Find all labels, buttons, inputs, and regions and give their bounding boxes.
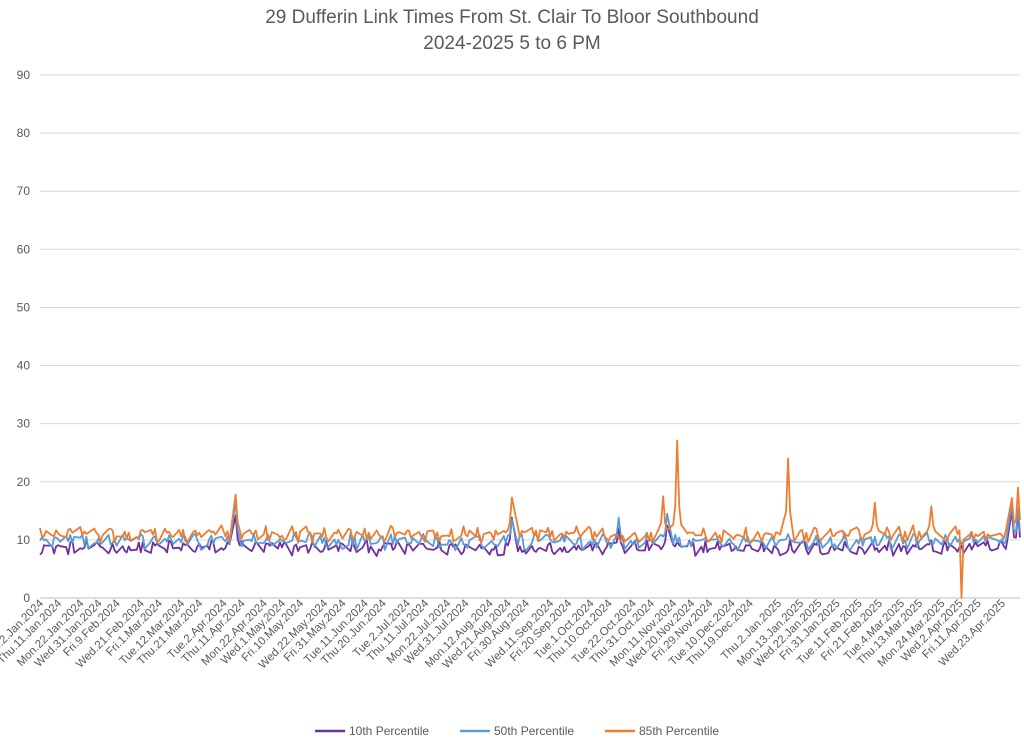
legend-label: 10th Percentile — [349, 724, 429, 738]
legend-label: 50th Percentile — [494, 724, 574, 738]
legend: 10th Percentile 50th Percentile 85th Perce… — [315, 724, 719, 738]
series-line — [39, 439, 1021, 599]
y-tick-label: 40 — [17, 359, 31, 373]
chart-title: 29 Dufferin Link Times From St. Clair To… — [265, 7, 759, 28]
series-lines — [39, 439, 1021, 599]
y-tick-label: 80 — [17, 126, 31, 140]
x-axis: Tue.2.Jan.2024Thu.11.Jan.2024Mon.22.Jan.… — [0, 597, 1008, 671]
y-tick-label: 60 — [17, 242, 31, 256]
y-tick-label: 10 — [17, 533, 31, 547]
series-line — [39, 501, 1021, 552]
y-tick-label: 0 — [23, 591, 30, 605]
y-tick-label: 90 — [17, 68, 31, 82]
y-tick-label: 70 — [17, 184, 31, 198]
y-tick-label: 20 — [17, 475, 31, 489]
y-axis: 0 10 20 30 40 50 60 70 80 90 — [17, 68, 31, 605]
y-tick-label: 30 — [17, 417, 31, 431]
legend-label: 85th Percentile — [639, 724, 719, 738]
chart-subtitle: 2024-2025 5 to 6 PM — [423, 33, 601, 54]
y-tick-label: 50 — [17, 300, 31, 314]
